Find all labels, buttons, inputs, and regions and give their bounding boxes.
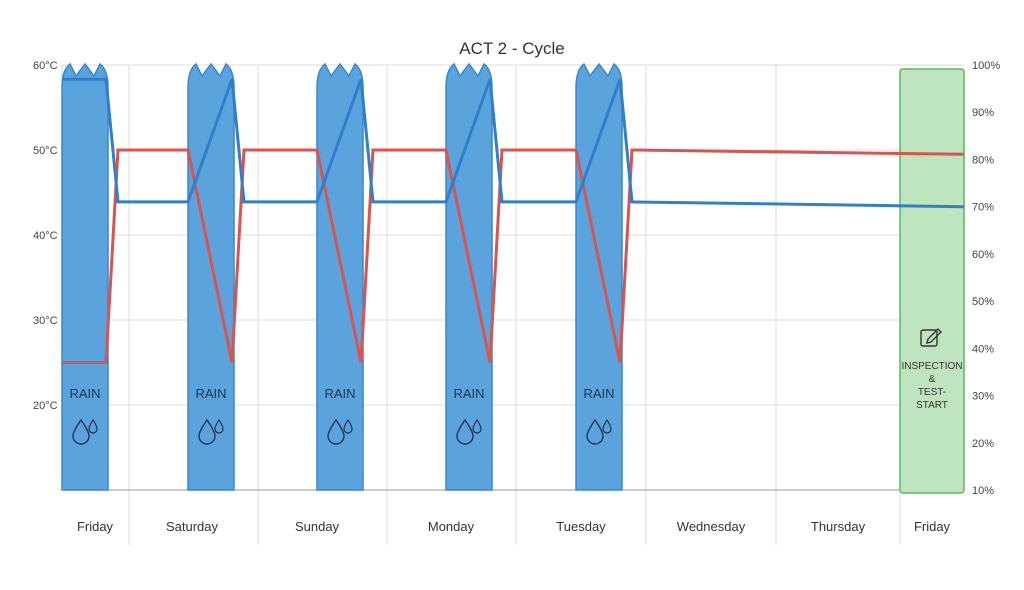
day-label: Tuesday [556, 519, 606, 534]
y-right-tick-label: 50% [972, 296, 994, 308]
drop-small [472, 418, 482, 434]
edit-icon-pen [926, 328, 942, 344]
day-label: Monday [428, 519, 475, 534]
y-right-tick-label: 80% [972, 154, 994, 166]
y-left-tick-label: 40°C [33, 230, 58, 242]
water-drops-icon [327, 418, 353, 445]
inspection-label: START [916, 400, 948, 411]
rain-block: RAIN [187, 62, 235, 491]
y-right-tick-label: 10% [972, 485, 994, 497]
inspection-block: INSPECTION & TEST- START [899, 68, 965, 494]
rain-block: RAIN [575, 62, 623, 491]
chart-title: ACT 2 - Cycle [459, 39, 565, 58]
y-axis-left: 60°C 50°C 40°C 30°C 20°C [33, 60, 58, 412]
x-axis-days: Friday Saturday Sunday Monday Tuesday Wednesd… [77, 519, 951, 534]
y-right-tick-label: 20% [972, 438, 994, 450]
drop-small [214, 418, 224, 434]
water-drops-icon [456, 418, 482, 445]
y-right-tick-label: 60% [972, 249, 994, 261]
y-right-tick-label: 100% [972, 60, 1000, 72]
drop-large [456, 418, 474, 445]
y-left-tick-label: 50°C [33, 145, 58, 157]
day-label: Saturday [166, 519, 219, 534]
y-right-tick-label: 90% [972, 107, 994, 119]
day-label: Sunday [295, 519, 340, 534]
day-label: Wednesday [677, 519, 746, 534]
series-line [62, 148, 965, 364]
drop-large [327, 418, 345, 445]
y-left-tick-label: 30°C [33, 315, 58, 327]
rain-block: RAIN [61, 62, 109, 491]
y-axis-right: 100% 90% 80% 70% 60% 50% 40% 30% 20% 10% [972, 60, 1000, 497]
drop-large [72, 418, 90, 445]
rain-block: RAIN [316, 62, 364, 491]
series-lines [62, 77, 965, 364]
water-drops-icon [198, 418, 224, 445]
drop-small [602, 418, 612, 434]
water-drops-icon [72, 418, 98, 445]
day-label: Friday [77, 519, 114, 534]
rain-label: RAIN [195, 386, 226, 401]
day-label: Thursday [811, 519, 866, 534]
drop-small [343, 418, 353, 434]
day-label: Friday [914, 519, 951, 534]
edit-icon-box [920, 329, 938, 347]
rain-label: RAIN [324, 386, 355, 401]
drop-large [586, 418, 604, 445]
series-line [62, 77, 965, 209]
drop-small [88, 418, 98, 434]
inspection-label: & [929, 374, 936, 385]
drop-large [198, 418, 216, 445]
inspection-label: INSPECTION [901, 361, 962, 372]
inspection-label: TEST- [918, 387, 946, 398]
rain-label: RAIN [583, 386, 614, 401]
water-drops-icon [586, 418, 612, 445]
rain-block: RAIN [445, 62, 493, 491]
y-left-tick-label: 20°C [33, 400, 58, 412]
edit-icon [920, 328, 942, 347]
rain-label: RAIN [453, 386, 484, 401]
y-right-tick-label: 70% [972, 202, 994, 214]
inspection-fill [899, 68, 965, 494]
y-left-tick-label: 60°C [33, 60, 58, 72]
y-right-tick-label: 30% [972, 391, 994, 403]
y-right-tick-label: 40% [972, 343, 994, 355]
rain-label: RAIN [69, 386, 100, 401]
